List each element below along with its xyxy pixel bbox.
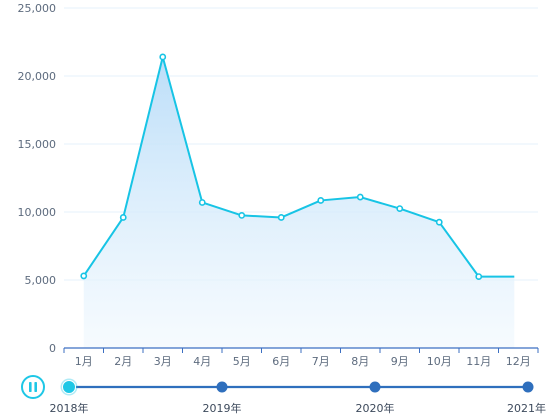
x-tick-label: 2月 [114,355,132,368]
timeline-node[interactable] [522,381,534,393]
y-tick-label: 25,000 [18,2,57,15]
series-path [82,55,515,278]
x-tick-label: 7月 [312,355,330,368]
timeline-label: 2020年 [356,401,395,415]
play-pause-button[interactable] [21,375,45,399]
y-tick-label: 20,000 [18,70,57,83]
data-point[interactable] [475,273,483,280]
area-fill [83,56,515,349]
timeline-node[interactable] [216,381,228,393]
timeline-current-node[interactable] [62,380,76,394]
x-tick-label: 4月 [193,355,211,368]
pause-icon-bar [34,382,37,392]
x-tick-label: 11月 [466,355,491,368]
x-axis: 1月 2月 3月 4月 5月 6月 7月 8月 9月 10月 11月 12月 [63,347,539,368]
pause-icon [29,382,32,392]
timeline-label: 2021年 [507,401,546,415]
y-axis: 0 5,000 10,000 15,000 20,000 25,000 [18,2,57,355]
data-point[interactable] [80,272,88,280]
x-tick-label: 3月 [154,355,172,368]
y-tick-label: 5,000 [25,274,57,287]
data-point[interactable] [277,214,285,221]
timeline-label: 2018年 [50,401,89,415]
data-points [80,53,483,280]
timeline-node[interactable] [369,381,381,393]
data-point[interactable] [317,197,325,204]
y-tick-label: 15,000 [18,138,57,151]
x-tick-label: 1月 [75,355,93,368]
data-point[interactable] [119,214,127,221]
x-tick-label: 9月 [391,355,409,368]
play-pause-ring[interactable] [21,375,45,399]
x-tick-label: 8月 [351,355,369,368]
timeline-label: 2019年 [203,401,242,415]
y-tick-label: 0 [49,342,56,355]
timeline: 2018年 2019年 2020年 2021年 [21,375,546,415]
x-tick-label: 10月 [427,355,452,368]
series-line [82,55,515,278]
data-point[interactable] [435,218,443,226]
data-point[interactable] [396,205,404,212]
data-point[interactable] [159,53,167,61]
data-point[interactable] [356,193,364,201]
x-tick-label: 12月 [506,355,531,368]
data-point[interactable] [198,199,206,206]
x-tick-label: 6月 [272,355,290,368]
y-tick-label: 10,000 [18,206,57,219]
data-point[interactable] [238,211,246,219]
x-tick-label: 5月 [233,355,251,368]
series-area [83,56,515,349]
